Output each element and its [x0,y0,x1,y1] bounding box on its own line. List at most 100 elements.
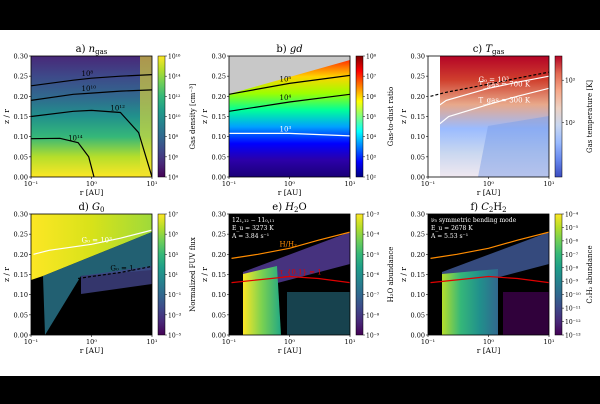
x-tick-label-c: 10⁻¹ [421,180,436,188]
contour-label-a-3: 10¹⁴ [68,135,83,143]
heatmap-f-inner [442,269,498,335]
annotation-line-e-0: 12₁,₁₂ − 11₀,₁₁ [232,217,274,224]
contour-label-a-0: 10⁸ [82,70,94,78]
x-tick-label-d: 10¹ [147,338,158,346]
y-tick-label-c: 0.00 [411,174,425,182]
panel-title-f: f) C2H2 [470,202,506,214]
y-tick-label-d: 0.10 [14,291,28,299]
y-tick-label-a: 0.30 [14,53,28,61]
y-axis-label-d: z / r [2,267,11,282]
contour-label-b-1: 10⁴ [280,94,292,102]
colorbar-tick-label-c: 10² [565,120,576,127]
colorbar-d [157,213,166,336]
y-tick-label-d: 0.00 [14,332,28,340]
x-axis-label-e: r [AU] [278,346,302,355]
contours-f [430,231,549,284]
panel-e: H/H₂ τ_{0.1} = 1 e) H2O 0.00 0.05 0.10 0.15 0.2… [200,202,395,355]
colorbar-label-a: Gas density [cm⁻³] [189,83,197,149]
heatmap-d-shadow [81,266,152,294]
panel-title-b: b) gd [276,44,302,55]
y-tick-label-c: 0.20 [411,93,425,101]
y-tick-label-f: 0.05 [411,311,425,319]
colorbar-tick-label-d: 10¹ [168,272,178,279]
x-tick-label-e: 10¹ [345,338,356,346]
contours-e: H/H₂ τ_{0.1} = 1 [231,231,350,284]
y-tick-label-b: 0.15 [212,113,226,121]
annotation-line-e-1: E_u = 3273 K [232,225,274,232]
colorbar-tick-label-e: 10⁻³ [366,212,380,219]
panel-a: 10⁸ 10¹⁰ 10¹² 10¹⁴ a) ngas 0.00 0.05 0.10 0.15 0.… [2,44,197,197]
colorbar-tick-label-e: 10⁻⁹ [366,333,380,340]
y-tick-label-b: 0.20 [212,93,226,101]
y-tick-label-a: 0.15 [14,113,28,121]
colorbar-tick-label-a: 10⁶ [168,154,179,161]
colorbar-a [157,55,166,178]
y-tick-label-d: 0.20 [14,251,28,259]
contour-line-f-0 [430,231,549,259]
colorbar-tick-label-a: 10⁸ [168,134,179,141]
panel-title-e: e) H2O [272,202,306,214]
colorbar-tick-label-a: 10¹⁴ [168,74,181,81]
heatmap-d-transition [43,232,152,335]
annotation-line-f-1: E_u = 2678 K [431,225,473,232]
colorbar-tick-label-e: 10⁻⁷ [366,292,380,299]
contour-label-e-0: H/H₂ [280,240,298,248]
panel-b: 10⁵ 10⁴ 10³ b) gd 0.00 0.05 0.10 0.15 0.20 0.25 0.… [200,44,395,197]
colorbar-tick-label-d: 10⁻⁵ [168,333,182,340]
y-tick-label-b: 0.00 [212,174,226,182]
colorbar-tick-label-f: 10⁻⁷ [565,252,579,259]
y-tick-label-f: 0.30 [411,211,425,219]
contour-label-a-1: 10¹⁰ [82,85,97,93]
y-tick-label-b: 0.30 [212,53,226,61]
contour-line-f-1 [430,275,549,284]
x-tick-label-f: 10⁻¹ [421,338,436,346]
colorbar-tick-label-b: 10⁸ [366,54,377,61]
y-axis-label-e: z / r [200,267,209,282]
contour-line-e-0 [231,231,350,259]
y-tick-label-c: 0.10 [411,133,425,141]
panel-title-c: c) Tgas [473,44,505,56]
colorbar-tick-label-f: 10⁻⁵ [565,225,579,232]
contour-line-e-1 [231,275,350,284]
contour-line-a-1 [31,89,152,101]
colorbar-label-e: H₂O abundance [387,247,395,303]
contours-a: 10⁸ 10¹⁰ 10¹² 10¹⁴ [31,70,152,177]
y-tick-label-e: 0.00 [212,332,226,340]
annotation-line-f-2: A = 5.53 s⁻¹ [430,233,468,240]
panel-title-a: a) ngas [76,44,108,56]
y-tick-label-a: 0.00 [14,174,28,182]
heatmap-d-irradiated-layer [31,214,152,280]
y-tick-label-d: 0.30 [14,211,28,219]
colorbar-tick-label-f: 10⁻⁹ [565,279,579,286]
x-tick-label-b: 10⁻¹ [222,180,237,188]
x-axis-label-b: r [AU] [278,188,302,197]
colorbar-tick-label-d: 10⁻³ [168,312,182,319]
x-axis-label-d: r [AU] [80,346,104,355]
y-tick-label-f: 0.15 [411,271,425,279]
colorbar-tick-label-f: 10⁻¹⁰ [565,292,581,299]
y-tick-label-d: 0.15 [14,271,28,279]
colorbar-tick-label-f: 10⁻⁶ [565,238,579,245]
colorbar-tick-label-e: 10⁻⁶ [366,272,380,279]
contour-label-a-2: 10¹² [110,104,125,112]
colorbar-tick-label-f: 10⁻⁸ [565,265,579,272]
colorbar-tick-label-f: 10⁻¹² [565,319,581,326]
y-tick-label-b: 0.10 [212,133,226,141]
contour-line-a-2 [31,109,152,177]
y-tick-label-d: 0.25 [14,231,28,239]
y-tick-label-e: 0.10 [212,291,226,299]
contour-label-c-2: G₀ = 10³ [479,76,510,84]
contour-label-d-1: G₀ = 1 [110,264,133,272]
contour-label-b-0: 10⁵ [280,75,292,83]
y-tick-label-f: 0.25 [411,231,425,239]
y-axis-label-b: z / r [200,109,209,124]
colorbar-label-f: C₂H₂ abundance [586,245,594,303]
y-tick-label-f: 0.00 [411,332,425,340]
x-tick-label-b: 10⁰ [284,180,295,188]
contour-line-a-3 [31,137,95,177]
colorbar-tick-label-f: 10⁻⁴ [565,212,579,219]
contour-line-c-0 [434,75,549,109]
colorbar-tick-label-b: 10⁶ [366,94,377,101]
x-tick-label-d: 10⁻¹ [24,338,39,346]
heatmap-e-inner-water [243,266,281,335]
